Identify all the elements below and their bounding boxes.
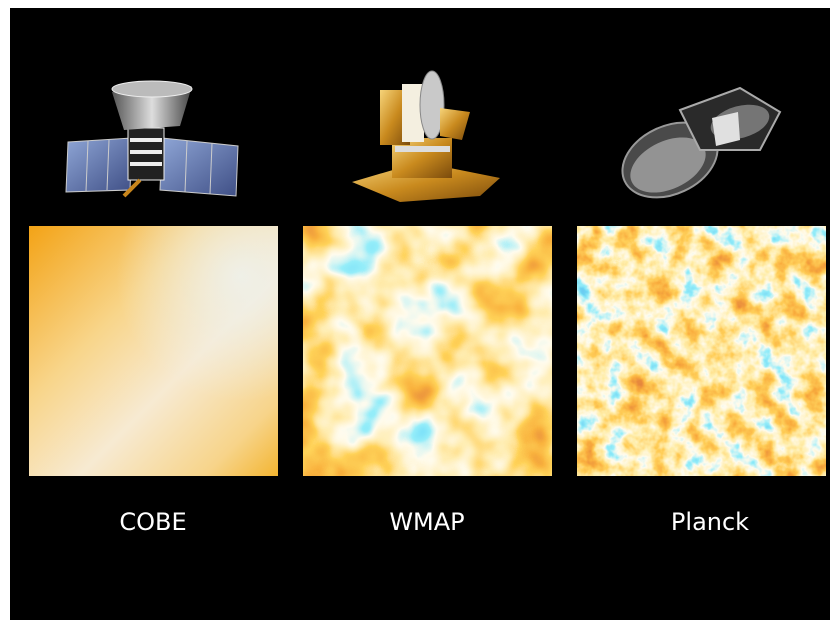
wmap-map [303,226,552,476]
panel-label: Planck [671,508,749,536]
panel-label: COBE [119,508,186,536]
panel-label: WMAP [389,508,464,536]
planck-map [577,226,826,476]
wmap-satellite [352,70,500,202]
cobe-satellite [65,80,239,198]
planck-satellite [621,86,782,199]
cobe-map [29,226,278,476]
